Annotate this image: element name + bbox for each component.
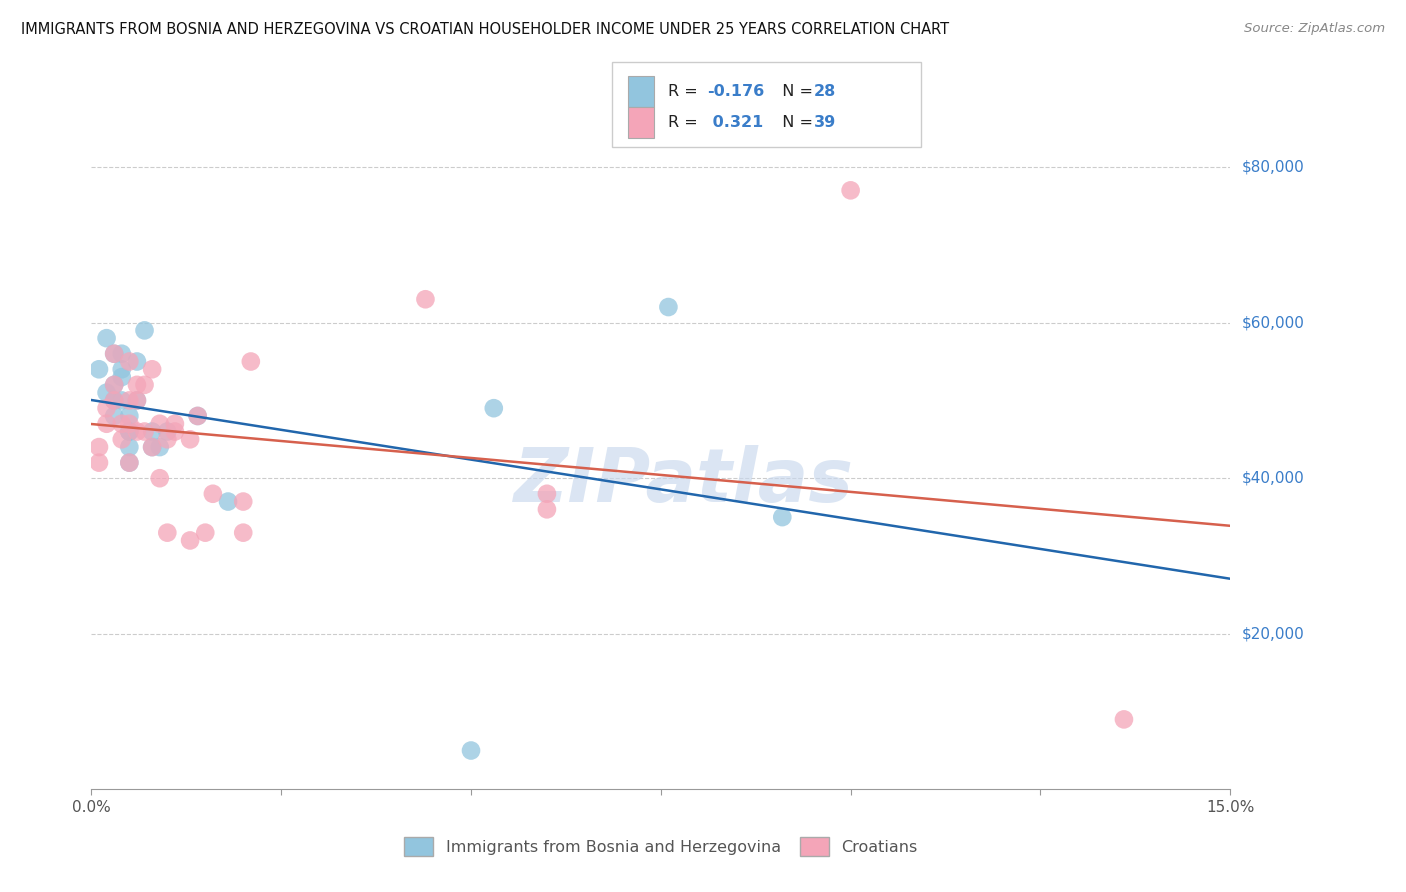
Point <box>111 370 134 384</box>
Point <box>134 425 156 439</box>
Point <box>415 293 437 307</box>
Point <box>118 393 141 408</box>
Point <box>141 440 163 454</box>
Point <box>125 377 148 392</box>
Point <box>118 456 141 470</box>
Point <box>118 409 141 423</box>
Point <box>156 433 179 447</box>
Point <box>232 525 254 540</box>
Point <box>103 347 125 361</box>
Legend: Immigrants from Bosnia and Herzegovina, Croatians: Immigrants from Bosnia and Herzegovina, … <box>398 830 924 862</box>
Point <box>201 487 224 501</box>
Point <box>163 425 186 439</box>
Text: 28: 28 <box>814 84 837 99</box>
Point <box>163 417 186 431</box>
Point <box>87 440 110 454</box>
Text: $20,000: $20,000 <box>1241 626 1305 641</box>
Text: 39: 39 <box>814 115 837 130</box>
Point <box>482 401 505 416</box>
Point <box>460 743 482 757</box>
Point <box>134 377 156 392</box>
Point <box>125 425 148 439</box>
Text: R =: R = <box>668 84 703 99</box>
Point <box>217 494 239 508</box>
Text: 0.321: 0.321 <box>707 115 763 130</box>
Point <box>149 440 172 454</box>
Point <box>103 393 125 408</box>
Point <box>111 362 134 376</box>
Point <box>141 362 163 376</box>
Point <box>187 409 209 423</box>
Point <box>118 425 141 439</box>
Point <box>232 494 254 508</box>
Point <box>111 347 134 361</box>
Text: R =: R = <box>668 115 703 130</box>
Point <box>103 409 125 423</box>
Point <box>118 440 141 454</box>
Point <box>96 401 118 416</box>
Point <box>536 487 558 501</box>
Point <box>770 510 793 524</box>
Point <box>96 331 118 345</box>
Point <box>118 354 141 368</box>
Point <box>96 417 118 431</box>
Text: Source: ZipAtlas.com: Source: ZipAtlas.com <box>1244 22 1385 36</box>
Point <box>156 525 179 540</box>
Text: -0.176: -0.176 <box>707 84 765 99</box>
Point <box>149 471 172 485</box>
Point <box>187 409 209 423</box>
Text: $80,000: $80,000 <box>1241 160 1305 175</box>
Point <box>96 385 118 400</box>
Point <box>103 347 125 361</box>
Point <box>657 300 679 314</box>
Point <box>87 362 110 376</box>
Point <box>125 354 148 368</box>
Point <box>103 377 125 392</box>
Point <box>1112 712 1135 726</box>
Point <box>103 377 125 392</box>
Point <box>111 393 134 408</box>
Y-axis label: Householder Income Under 25 years: Householder Income Under 25 years <box>0 299 7 580</box>
Text: $60,000: $60,000 <box>1241 315 1305 330</box>
Point <box>141 425 163 439</box>
Point <box>111 433 134 447</box>
Point <box>536 502 558 516</box>
Text: $40,000: $40,000 <box>1241 471 1305 486</box>
Point <box>118 425 141 439</box>
Point <box>141 440 163 454</box>
Point <box>239 354 262 368</box>
Point <box>194 525 217 540</box>
Text: N =: N = <box>772 115 818 130</box>
Text: ZIPatlas: ZIPatlas <box>513 445 853 518</box>
Point <box>118 417 141 431</box>
Point <box>125 393 148 408</box>
Point <box>179 433 201 447</box>
Point <box>156 425 179 439</box>
Point <box>149 417 172 431</box>
Text: N =: N = <box>772 84 818 99</box>
Point <box>87 456 110 470</box>
Point <box>134 323 156 337</box>
Point <box>103 393 125 408</box>
Point <box>179 533 201 548</box>
Point <box>125 393 148 408</box>
Point <box>839 183 862 197</box>
Point <box>118 456 141 470</box>
Point <box>111 417 134 431</box>
Text: IMMIGRANTS FROM BOSNIA AND HERZEGOVINA VS CROATIAN HOUSEHOLDER INCOME UNDER 25 Y: IMMIGRANTS FROM BOSNIA AND HERZEGOVINA V… <box>21 22 949 37</box>
